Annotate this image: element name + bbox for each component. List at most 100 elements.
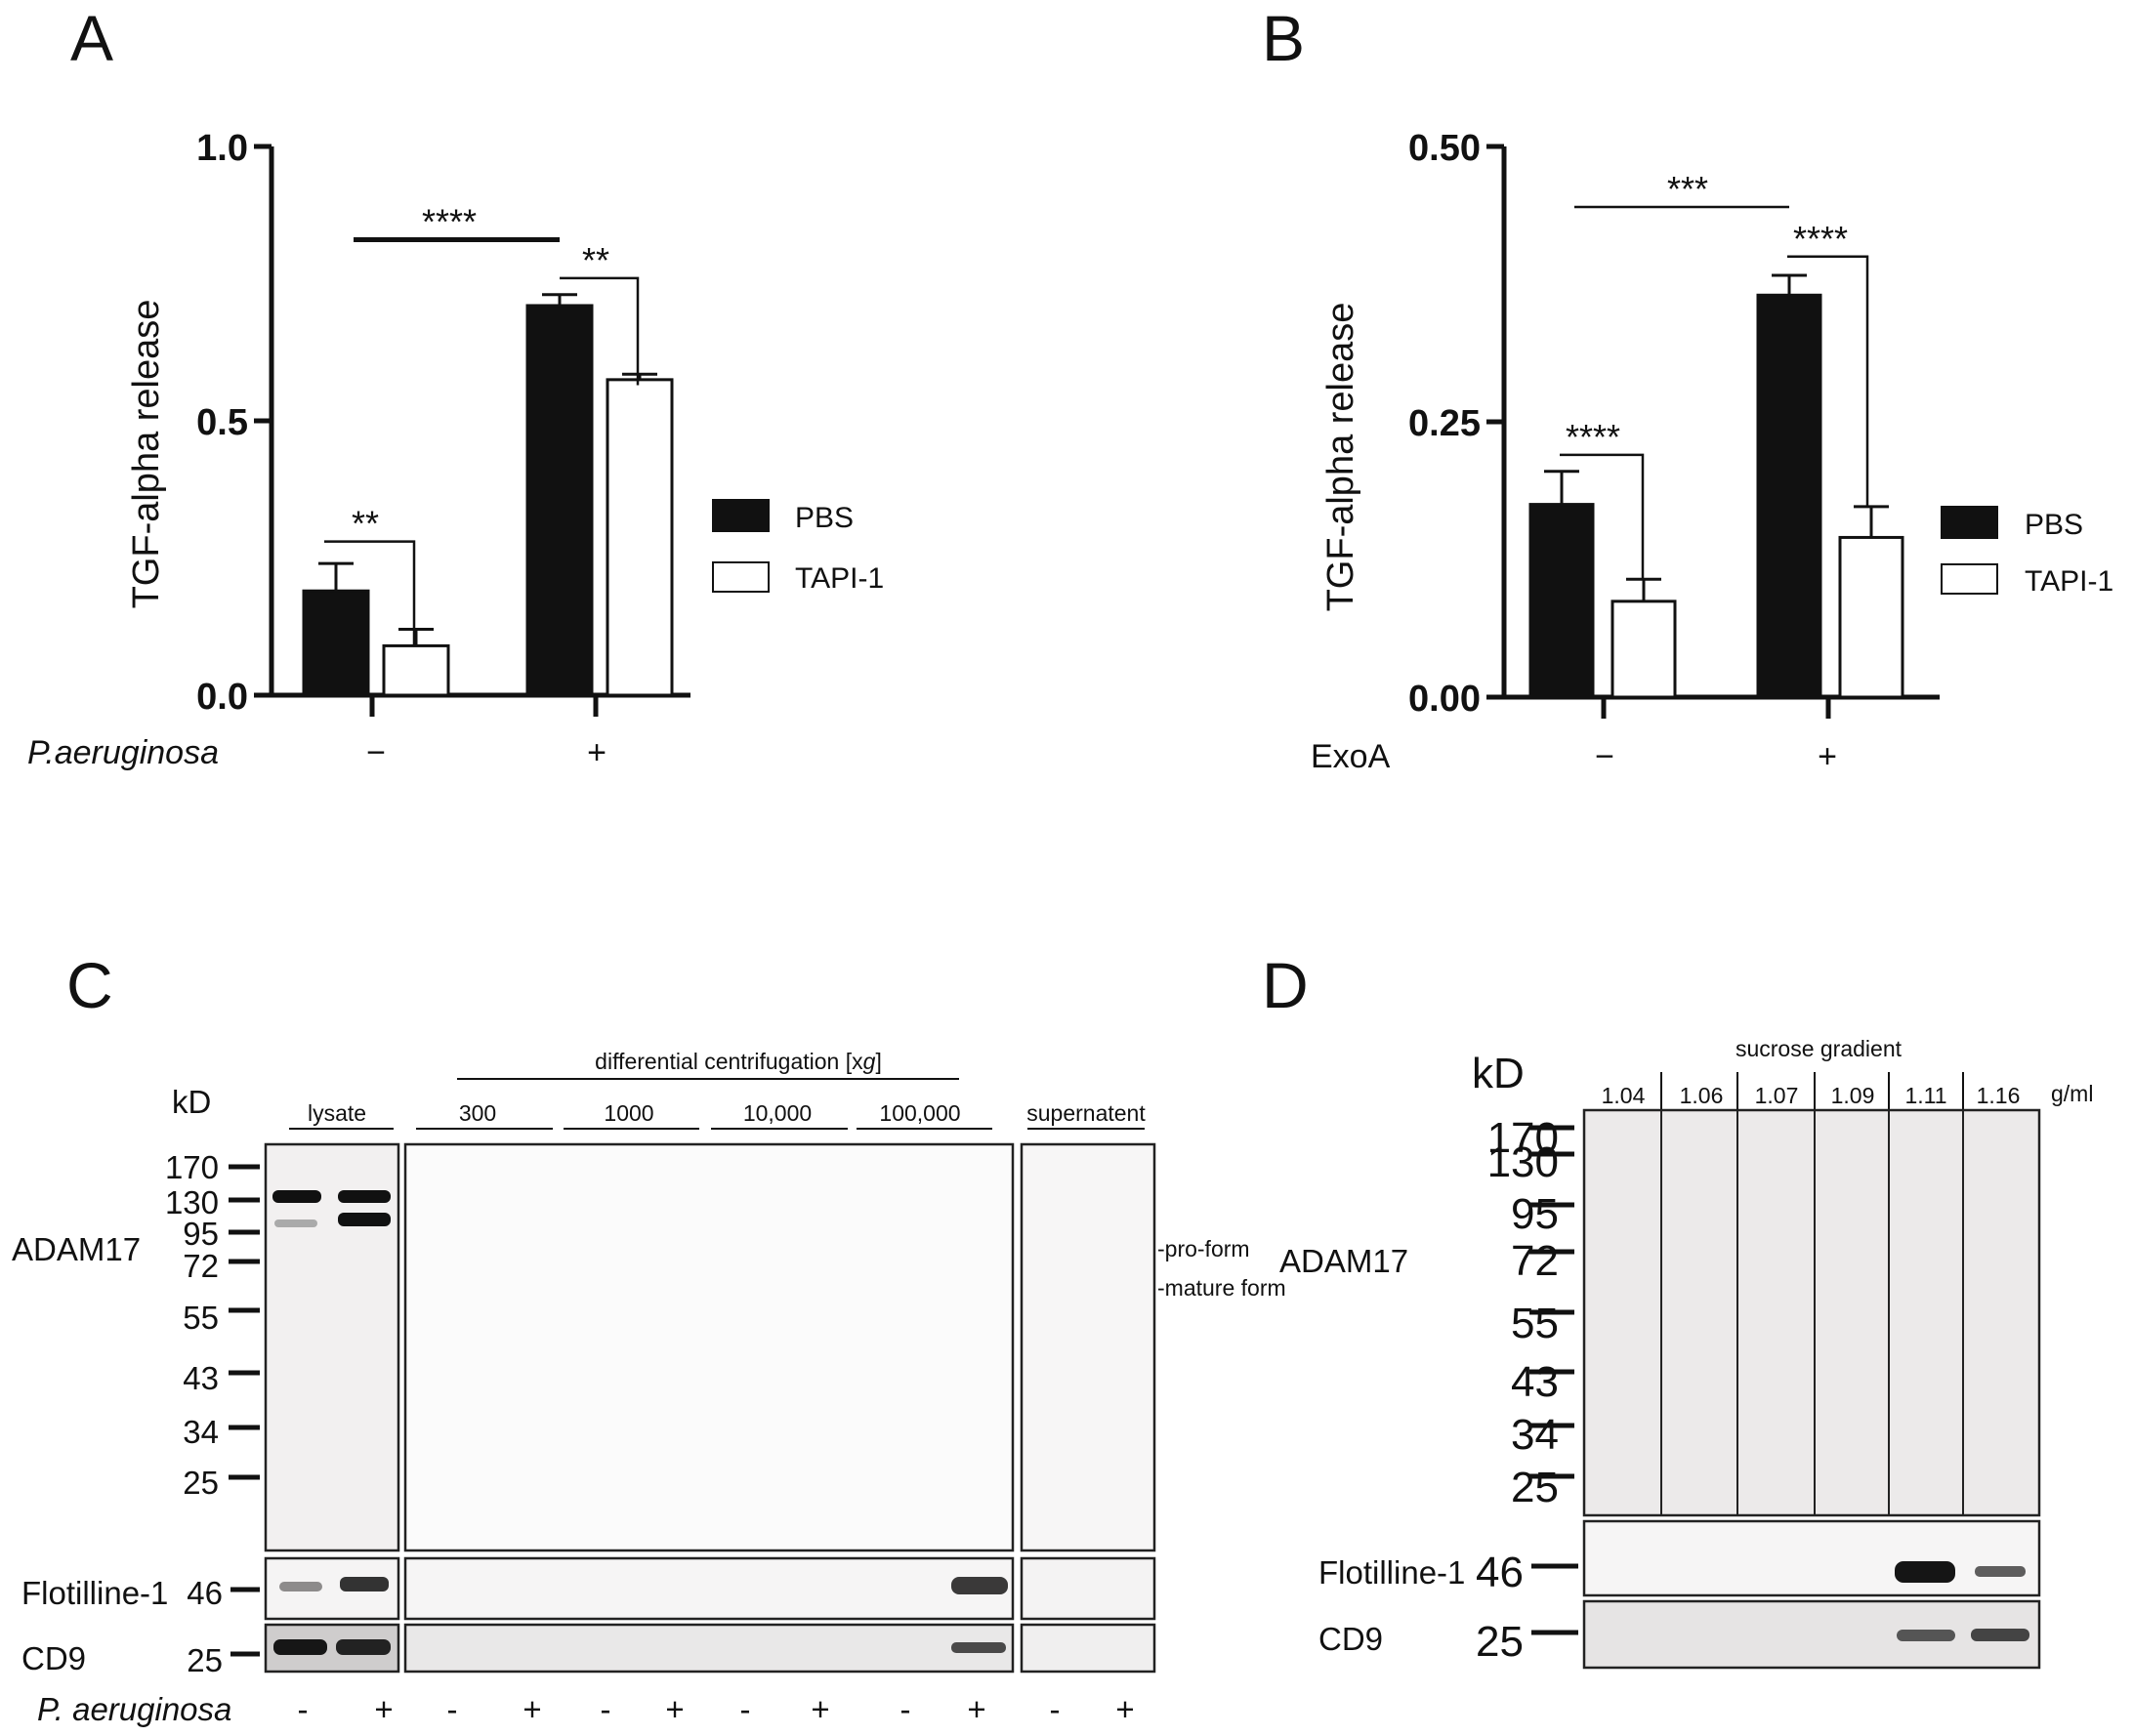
mw-label: 43 <box>183 1360 219 1396</box>
band-flotilline-1.11 <box>1895 1561 1955 1583</box>
lane-group-label: 300 <box>459 1100 496 1126</box>
significance-label: **** <box>1566 417 1620 457</box>
lane-group-label: 1000 <box>604 1100 653 1126</box>
significance-label: **** <box>422 202 477 242</box>
significance-bracket <box>560 276 640 386</box>
legend-label-pbs: PBS <box>2025 509 2083 541</box>
sucrose-header: sucrose gradient <box>1736 1036 1903 1061</box>
blot-supernatent-flotilline <box>1020 1556 1156 1621</box>
significance-labels: ** **** ** <box>352 202 609 544</box>
blot-supernatent-adam17 <box>1020 1142 1156 1552</box>
legend-label-tapi: TAPI-1 <box>2025 565 2113 598</box>
condition-sign: + <box>967 1691 985 1727</box>
y-axis-label: TGF-alpha release <box>126 300 167 609</box>
significance-labels: **** *** **** <box>1566 169 1848 457</box>
bar-tapi-1-plus <box>606 378 674 697</box>
blot-supernatent-cd9 <box>1020 1623 1156 1674</box>
blot-sucrose-cd9 <box>1582 1599 2041 1670</box>
lane-group-label: 100,000 <box>879 1100 960 1126</box>
row-label-adam17: ADAM17 <box>12 1231 141 1267</box>
density-label: 1.16 <box>1977 1083 2021 1108</box>
bar-pbs-plus <box>525 304 594 697</box>
band-flotilline <box>340 1577 389 1591</box>
blot-centrifugation-adam17 <box>403 1142 1015 1552</box>
band-flotilline-1.16 <box>1975 1566 2026 1577</box>
mw-label: 25 <box>183 1465 219 1501</box>
category-label: − <box>366 734 386 771</box>
band-cd9-1.11 <box>1897 1630 1955 1641</box>
y-tick-label: 0.00 <box>1408 679 1481 720</box>
band-adam17-pro <box>272 1190 321 1203</box>
panel-label-a: A <box>70 2 113 74</box>
blot-centrifugation-flotilline <box>403 1556 1015 1621</box>
mw-label: 34 <box>183 1414 219 1450</box>
mw-label: 95 <box>183 1216 219 1252</box>
lane-group-label: lysate <box>308 1100 366 1126</box>
mw-markers: 170 130 95 72 55 43 34 25 <box>1487 1114 1574 1511</box>
x-axis-label: P.aeruginosa <box>27 734 219 771</box>
category-label: − <box>1595 738 1614 775</box>
annotation-mature-form: -mature form <box>1157 1275 1286 1301</box>
row-label-cd9: CD9 <box>21 1640 86 1676</box>
y-axis-label: TGF-alpha release <box>1320 303 1361 612</box>
significance-label: ** <box>582 240 609 280</box>
condition-sign: - <box>447 1691 458 1727</box>
bars <box>1528 205 1904 699</box>
kd-label: kD <box>1472 1050 1525 1097</box>
bar-tapi-1-minus <box>382 643 450 697</box>
mw-label: 46 <box>1476 1549 1524 1596</box>
centrifugation-header: differential centrifugation [xg] <box>595 1049 882 1074</box>
band-cd9-100000 <box>951 1642 1006 1653</box>
panel-c-western-blot: C kD differential centrifugation [xg] ly… <box>12 949 1286 1727</box>
y-tick-label: 0.25 <box>1408 403 1481 444</box>
significance-label: **** <box>1793 219 1848 259</box>
band-flotilline-100000 <box>951 1577 1008 1594</box>
row-label-cd9: CD9 <box>1318 1621 1383 1657</box>
band-flotilline-faint <box>279 1582 322 1591</box>
legend-label-tapi: TAPI-1 <box>795 562 884 595</box>
condition-signs: - + - + - + - + - + - + <box>298 1691 1135 1727</box>
band-adam17-mature <box>338 1213 391 1226</box>
kd-label: kD <box>172 1084 211 1120</box>
significance-label: ** <box>352 504 379 544</box>
band-cd9 <box>273 1639 327 1655</box>
y-tick-labels: 0.0 0.5 1.0 <box>196 128 248 718</box>
mw-markers: 170 130 95 72 55 43 34 25 <box>165 1149 260 1501</box>
significance-label: *** <box>1667 169 1708 209</box>
significance-bracket <box>1560 453 1645 579</box>
mw-label: 95 <box>1511 1190 1559 1238</box>
condition-sign: + <box>811 1691 829 1727</box>
mw-label: 130 <box>165 1184 219 1220</box>
blot-centrifugation-cd9 <box>403 1623 1015 1674</box>
band-adam17-mature-faint <box>274 1219 317 1227</box>
panel-label-b: B <box>1262 2 1305 74</box>
mw-label: 25 <box>1511 1464 1559 1511</box>
band-adam17-pro <box>338 1190 391 1203</box>
density-label: 1.09 <box>1831 1083 1875 1108</box>
y-tick-label: 0.50 <box>1408 128 1481 169</box>
bar-pbs-minus <box>1528 503 1595 699</box>
condition-label: P. aeruginosa <box>37 1691 231 1727</box>
density-label: 1.06 <box>1680 1083 1724 1108</box>
significance-bracket <box>324 540 416 646</box>
density-unit: g/ml <box>2051 1081 2093 1106</box>
condition-sign: - <box>1050 1691 1061 1727</box>
mw-label: 25 <box>1476 1618 1524 1666</box>
mw-label: 55 <box>183 1300 219 1336</box>
condition-sign: - <box>740 1691 751 1727</box>
legend-swatch-pbs <box>712 499 770 532</box>
bars <box>302 237 674 697</box>
blot-sucrose-adam17 <box>1582 1108 2041 1517</box>
band-cd9 <box>336 1639 391 1655</box>
bar-pbs-plus <box>1756 293 1822 699</box>
mw-label: 130 <box>1487 1138 1559 1186</box>
mw-label: 43 <box>1511 1358 1559 1406</box>
mw-label: 34 <box>1511 1411 1559 1459</box>
density-label: 1.04 <box>1602 1083 1646 1108</box>
bar-tapi-1-plus <box>1838 535 1904 699</box>
density-label: 1.07 <box>1755 1083 1799 1108</box>
panel-label-d: D <box>1262 949 1309 1021</box>
condition-sign: + <box>665 1691 684 1727</box>
panel-b: B TGF-alpha release 0.00 0.25 0.50 **** … <box>1262 2 2113 775</box>
